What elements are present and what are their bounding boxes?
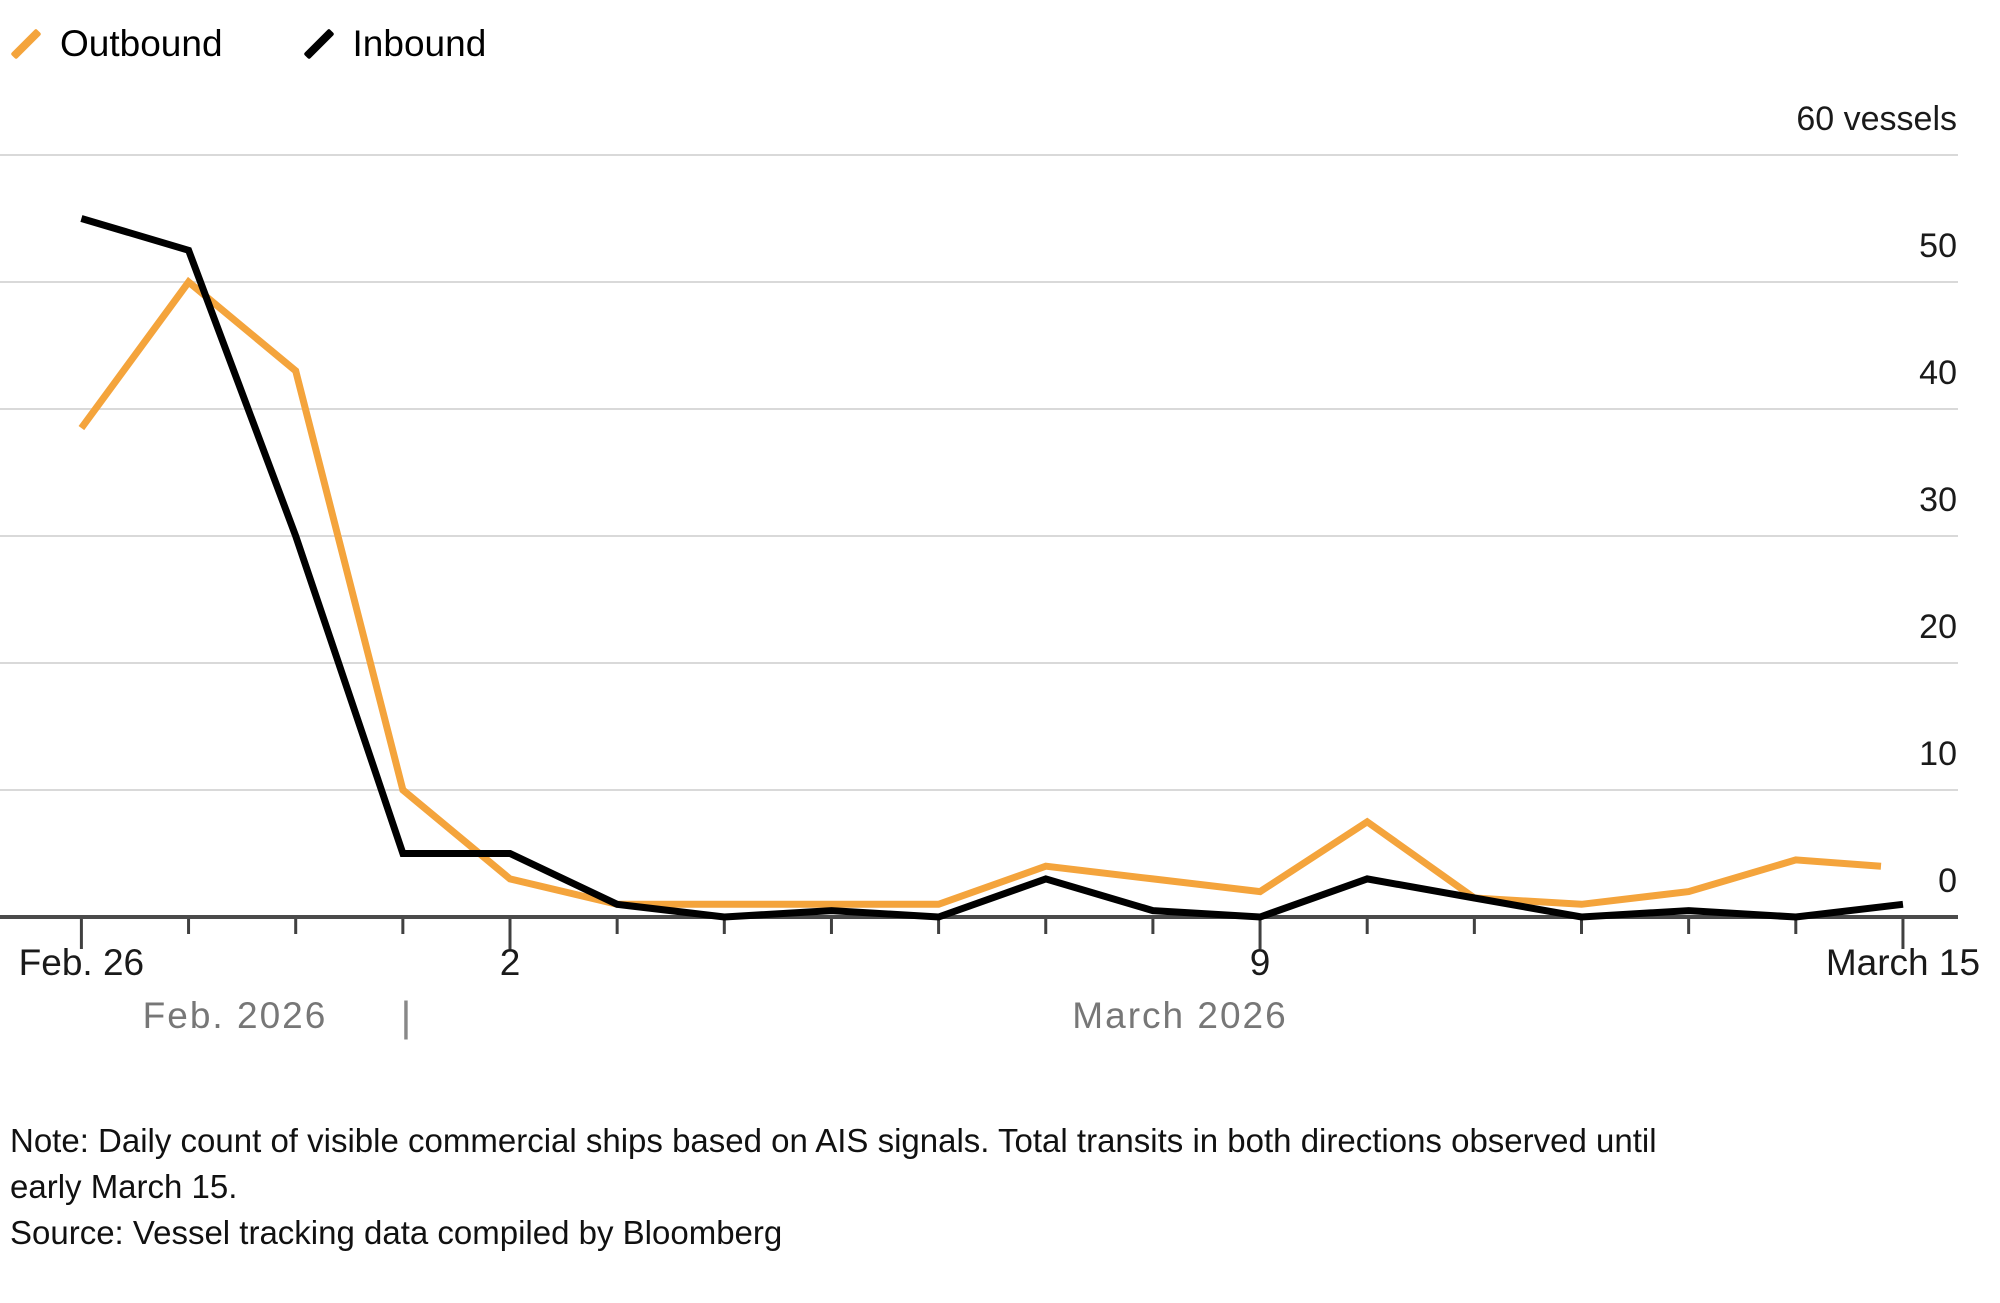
x-tick-label: 2 [499,942,521,983]
month-separator: | [400,993,412,1040]
legend-item-outbound: Outbound [8,23,223,65]
outbound-line [78,276,1882,908]
y-tick-label: 50 [1919,227,1957,265]
inbound-line [80,215,1904,921]
y-tick-label: 30 [1919,481,1957,519]
note-text: Note: Daily count of visible commercial … [10,1122,1657,1205]
legend-label-outbound: Outbound [60,23,223,64]
gridlines [0,154,1958,791]
source-text: Source: Vessel tracking data compiled by… [10,1214,783,1251]
x-tick-label: March 15 [1825,942,1981,983]
footnote: Note: Daily count of visible commercial … [10,1118,1690,1256]
x-tick-label: Feb. 26 [18,942,145,983]
x-axis-ticks [79,919,1905,949]
y-tick-label: 60 vessels [1796,100,1957,138]
y-tick-label: 0 [1938,862,1957,900]
legend: Outbound Inbound [8,16,564,72]
legend-item-inbound: Inbound [301,23,487,65]
month-label-march: March 2026 [1072,995,1288,1036]
y-tick-label: 10 [1919,735,1957,773]
month-label-feb: Feb. 2026 [142,995,328,1036]
y-tick-label: 20 [1919,608,1957,646]
y-tick-label: 40 [1919,354,1957,392]
legend-label-inbound: Inbound [352,23,487,64]
x-tick-label: 9 [1249,942,1271,983]
